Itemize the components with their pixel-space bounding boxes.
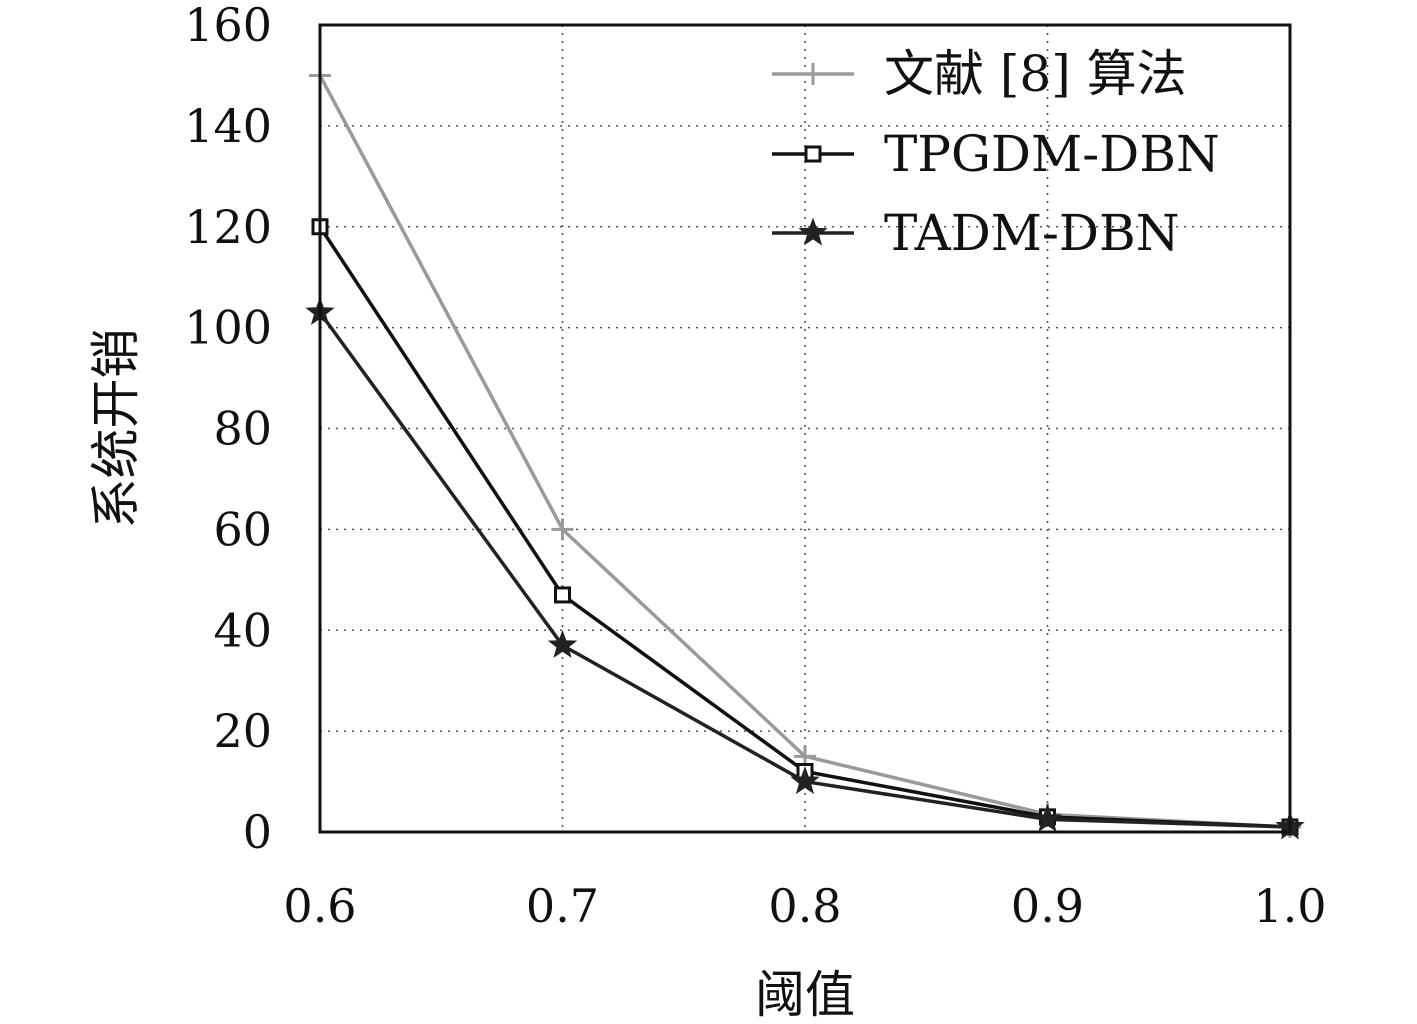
y-tick-label: 0 — [243, 805, 272, 859]
x-tick-label: 0.9 — [1011, 879, 1084, 933]
y-tick-label: 100 — [184, 301, 272, 355]
legend-marker — [802, 63, 824, 85]
x-tick-label: 0.8 — [768, 879, 841, 933]
legend-item: TPGDM-DBN — [772, 125, 1220, 183]
y-tick-label: 140 — [184, 99, 272, 153]
data-point — [790, 766, 820, 795]
series-group — [305, 64, 1305, 840]
y-tick-label: 120 — [184, 200, 272, 254]
legend-marker — [804, 145, 822, 163]
x-axis-title: 阈值 — [755, 966, 855, 1024]
x-tick-label: 0.7 — [526, 879, 599, 933]
y-tick-label: 160 — [184, 0, 272, 52]
legend-marker — [798, 217, 828, 246]
y-tick-label: 60 — [213, 502, 272, 556]
y-tick-label: 80 — [213, 402, 272, 456]
legend-label: 文献 [8] 算法 — [884, 45, 1187, 103]
tick-labels: 0 20 40 60 80 100 120 140 160 0.6 0.7 0.8 0.9 1.0 — [184, 0, 1326, 933]
x-tick-label: 0.6 — [283, 879, 356, 933]
data-point — [547, 629, 578, 658]
data-point — [554, 586, 571, 604]
data-point — [551, 518, 574, 541]
legend-item: TADM-DBN — [772, 204, 1179, 262]
y-tick-label: 40 — [213, 603, 272, 657]
y-axis-title: 系统开销 — [87, 329, 145, 529]
series-2 — [311, 218, 1299, 836]
legend-label: TPGDM-DBN — [884, 125, 1220, 183]
legend-item: 文献 [8] 算法 — [772, 45, 1187, 103]
plot-frame — [318, 23, 1292, 834]
grid — [320, 25, 1290, 832]
x-tick-label: 1.0 — [1253, 879, 1326, 933]
legend: 文献 [8] 算法 TPGDM-DBN TADM-DBN — [772, 45, 1220, 262]
legend-label: TADM-DBN — [884, 204, 1179, 262]
y-tick-label: 20 — [213, 704, 272, 758]
data-point — [1032, 803, 1063, 832]
series-line — [318, 225, 1291, 829]
